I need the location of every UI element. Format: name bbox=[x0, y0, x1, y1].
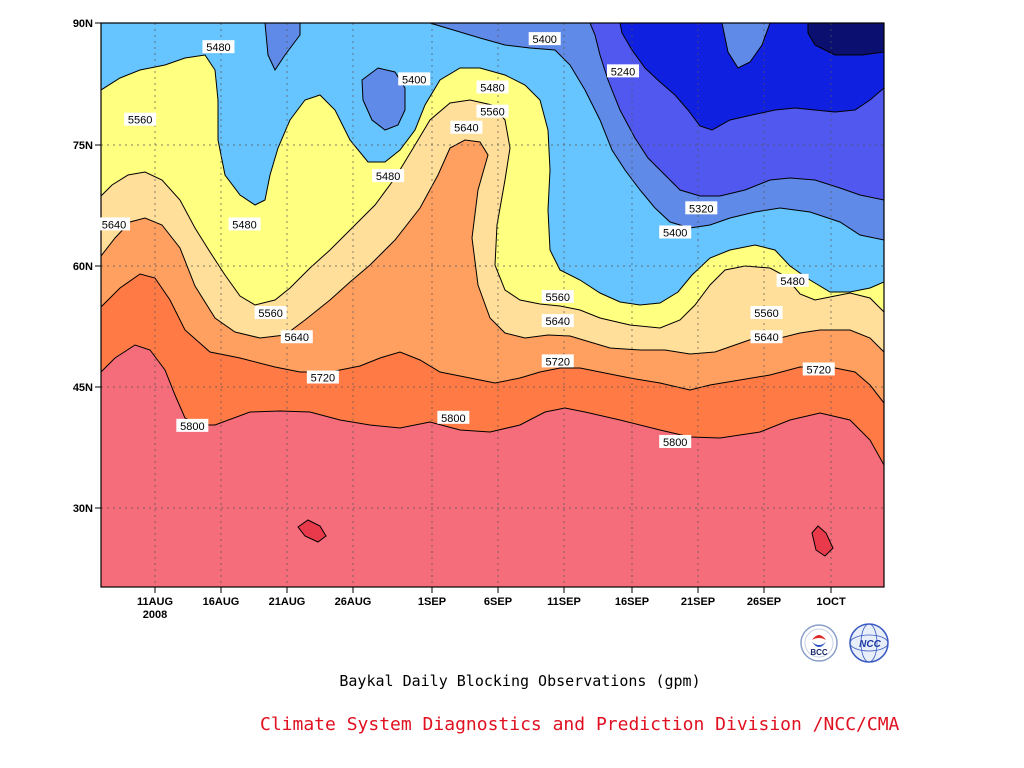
max-cell-1 bbox=[297, 519, 327, 543]
contour-label: 5400 bbox=[528, 32, 561, 46]
chart-title: Baykal Daily Blocking Observations (gpm) bbox=[339, 672, 701, 690]
contour-label: 5640 bbox=[280, 330, 313, 344]
plot-frame bbox=[100, 22, 885, 588]
contour-label: 5480 bbox=[202, 40, 235, 54]
svg-text:5720: 5720 bbox=[311, 373, 335, 385]
svg-text:5480: 5480 bbox=[206, 42, 230, 54]
svg-text:5480: 5480 bbox=[780, 276, 804, 288]
svg-text:5400: 5400 bbox=[532, 34, 556, 46]
contour-label: 5320 bbox=[685, 201, 718, 215]
blob-5400-center bbox=[361, 67, 406, 131]
logos: BCC NCC bbox=[800, 623, 889, 663]
contour-label: 5800 bbox=[659, 434, 692, 449]
ncc-logo-text: NCC bbox=[859, 639, 881, 650]
contour-label: 5640 bbox=[98, 217, 131, 231]
x-tick-label: 1OCT bbox=[816, 596, 846, 608]
y-tick-label: 60N bbox=[73, 261, 93, 273]
contour-label: 5480 bbox=[372, 169, 405, 183]
grid-lines bbox=[101, 23, 884, 587]
svg-text:5720: 5720 bbox=[546, 356, 570, 368]
band-lt5240 bbox=[619, 23, 884, 131]
svg-text:5640: 5640 bbox=[285, 332, 309, 344]
svg-text:5720: 5720 bbox=[807, 364, 831, 376]
contour-label: 5720 bbox=[306, 370, 339, 385]
contour-label: 5720 bbox=[802, 362, 835, 376]
max-cell-2 bbox=[811, 525, 834, 557]
x-tick-label: 6SEP bbox=[484, 596, 512, 608]
svg-text:5240: 5240 bbox=[611, 66, 635, 78]
contour-label: 5480 bbox=[476, 80, 509, 94]
x-tick-label: 16AUG bbox=[203, 596, 240, 608]
y-axis bbox=[95, 22, 101, 509]
contour-label: 5560 bbox=[254, 306, 287, 320]
x-tick-label: 26SEP bbox=[747, 596, 781, 608]
svg-text:5400: 5400 bbox=[663, 227, 687, 239]
blob-5400-left bbox=[264, 23, 301, 72]
svg-text:5640: 5640 bbox=[754, 332, 778, 344]
bcc-logo-text: BCC bbox=[810, 648, 828, 657]
contour-label: 5640 bbox=[450, 120, 483, 135]
svg-text:5400: 5400 bbox=[402, 74, 426, 86]
contour-label: 5720 bbox=[541, 354, 574, 368]
svg-text:5640: 5640 bbox=[546, 316, 570, 328]
band-darkest bbox=[807, 23, 884, 56]
blob-5320-lightened bbox=[721, 23, 771, 69]
x-axis bbox=[154, 587, 832, 593]
x-tick-label: 26AUG bbox=[335, 596, 372, 608]
contour-label: 5560 bbox=[541, 289, 574, 304]
ncc-logo: NCC bbox=[849, 623, 889, 663]
svg-text:5560: 5560 bbox=[480, 107, 504, 119]
contour-label: 5640 bbox=[750, 330, 783, 344]
x-tick-label: 16SEP bbox=[615, 596, 649, 608]
contour-label: 5480 bbox=[228, 217, 261, 231]
organization-footer: Climate System Diagnostics and Predictio… bbox=[260, 714, 900, 735]
svg-text:5320: 5320 bbox=[689, 203, 713, 215]
contour-label: 5560 bbox=[476, 104, 509, 119]
svg-text:5640: 5640 bbox=[454, 123, 478, 135]
svg-text:5640: 5640 bbox=[102, 219, 126, 231]
contour-label: 5640 bbox=[541, 314, 574, 328]
contour-label: 5800 bbox=[176, 418, 209, 433]
x-tick-label: 11AUG bbox=[137, 596, 173, 608]
svg-text:5800: 5800 bbox=[441, 413, 465, 425]
x-tick-label: 2008 bbox=[143, 609, 167, 621]
contour-label: 5560 bbox=[124, 112, 157, 127]
y-tick-label: 30N bbox=[73, 503, 93, 515]
x-tick-label: 21AUG bbox=[269, 596, 306, 608]
contour-label: 5560 bbox=[750, 306, 783, 320]
contour-label: 5400 bbox=[398, 72, 431, 86]
y-tick-label: 75N bbox=[73, 140, 93, 152]
contour-label: 5480 bbox=[776, 273, 809, 288]
contour-label: 5800 bbox=[437, 410, 470, 425]
svg-text:5560: 5560 bbox=[754, 308, 778, 320]
svg-text:5480: 5480 bbox=[376, 171, 400, 183]
svg-text:5560: 5560 bbox=[128, 115, 152, 127]
svg-text:5560: 5560 bbox=[546, 292, 570, 304]
svg-text:5560: 5560 bbox=[258, 308, 282, 320]
bcc-logo: BCC bbox=[800, 624, 838, 662]
svg-text:5480: 5480 bbox=[480, 82, 504, 94]
contour-label: 5240 bbox=[607, 64, 639, 78]
y-tick-label: 90N bbox=[73, 18, 93, 30]
x-tick-label: 21SEP bbox=[681, 596, 715, 608]
svg-text:5800: 5800 bbox=[180, 421, 204, 433]
x-tick-label: 1SEP bbox=[418, 596, 446, 608]
y-tick-label: 45N bbox=[73, 382, 93, 394]
svg-text:5480: 5480 bbox=[232, 219, 256, 231]
x-tick-label: 11SEP bbox=[547, 596, 581, 608]
contour-labels: 5480540054005240548055605640556054805640… bbox=[98, 32, 835, 449]
svg-text:5800: 5800 bbox=[663, 437, 687, 449]
contour-label: 5400 bbox=[659, 225, 692, 239]
contour-fills bbox=[101, 23, 884, 587]
